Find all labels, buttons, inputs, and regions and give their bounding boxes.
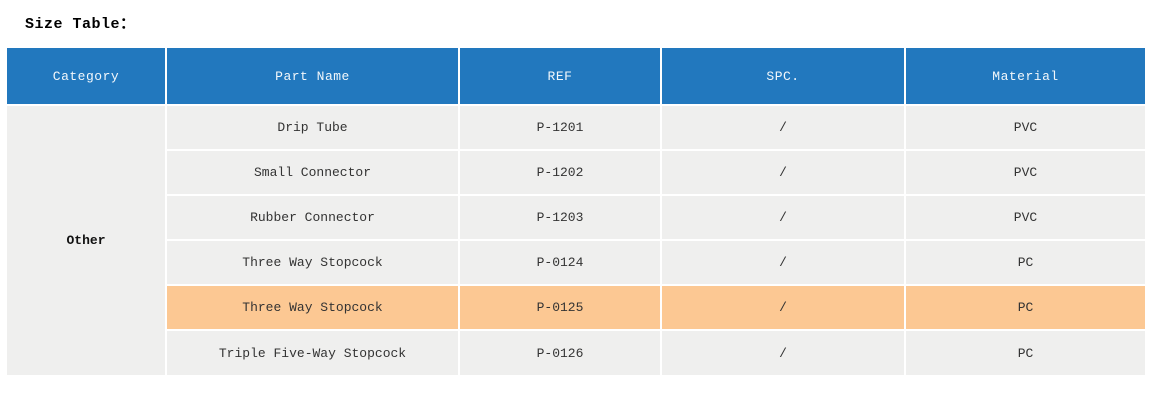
cell-ref: P-0126	[458, 329, 662, 375]
cell-material: PC	[904, 239, 1145, 286]
cell-spc: /	[660, 194, 906, 241]
cell-spc: /	[660, 149, 906, 196]
column-header-spc: SPC.	[660, 48, 906, 106]
column-header-ref: REF	[458, 48, 662, 106]
cell-ref: P-0124	[458, 239, 662, 286]
cell-ref: P-1201	[458, 104, 662, 151]
cell-material: PC	[904, 284, 1145, 331]
cell-part-name: Drip Tube	[165, 104, 460, 151]
header-row: Category Part Name REF SPC. Material	[7, 48, 1145, 106]
table-row: Triple Five-Way Stopcock P-0126/PC	[7, 329, 1145, 375]
cell-spc: /	[660, 329, 906, 375]
table-row: Three Way Stopcock P-0124/PC	[7, 239, 1145, 286]
cell-part-name: Three Way Stopcock	[166, 239, 460, 286]
column-header-part-name: Part Name	[165, 48, 460, 106]
table-row: Small Connector P-1202/PVC	[7, 149, 1145, 196]
page-title: Size Table：	[25, 16, 136, 33]
cell-spc: /	[660, 239, 906, 286]
cell-spc: /	[660, 284, 906, 331]
cell-part-name: Small Connector	[166, 149, 460, 196]
table-row: Other Drip Tube P-1201/PVC	[7, 104, 1145, 375]
cell-ref: P-1202	[458, 149, 662, 196]
cell-material: PVC	[904, 194, 1145, 241]
table-row: Rubber Connector P-1203/PVC	[7, 194, 1145, 241]
column-header-category: Category	[7, 48, 167, 106]
table-body: Other Drip Tube P-1201/PVC Small Connector P…	[7, 104, 1145, 375]
cell-part-name: Triple Five-Way Stopcock	[166, 329, 460, 375]
cell-material: PVC	[904, 149, 1145, 196]
size-table: Category Part Name REF SPC. Material Other Dr…	[7, 48, 1145, 375]
cell-part-name: Three Way Stopcock	[166, 284, 460, 331]
cell-category: Other	[7, 104, 167, 375]
cell-material: PVC	[904, 104, 1145, 151]
cell-part-name: Rubber Connector	[166, 194, 460, 241]
cell-ref: P-0125	[458, 284, 662, 331]
table-row-highlighted: Three Way Stopcock P-0125/PC	[7, 284, 1145, 331]
cell-material: PC	[904, 329, 1145, 375]
cell-spc: /	[660, 104, 906, 151]
cell-ref: P-1203	[458, 194, 662, 241]
column-header-material: Material	[904, 48, 1145, 106]
